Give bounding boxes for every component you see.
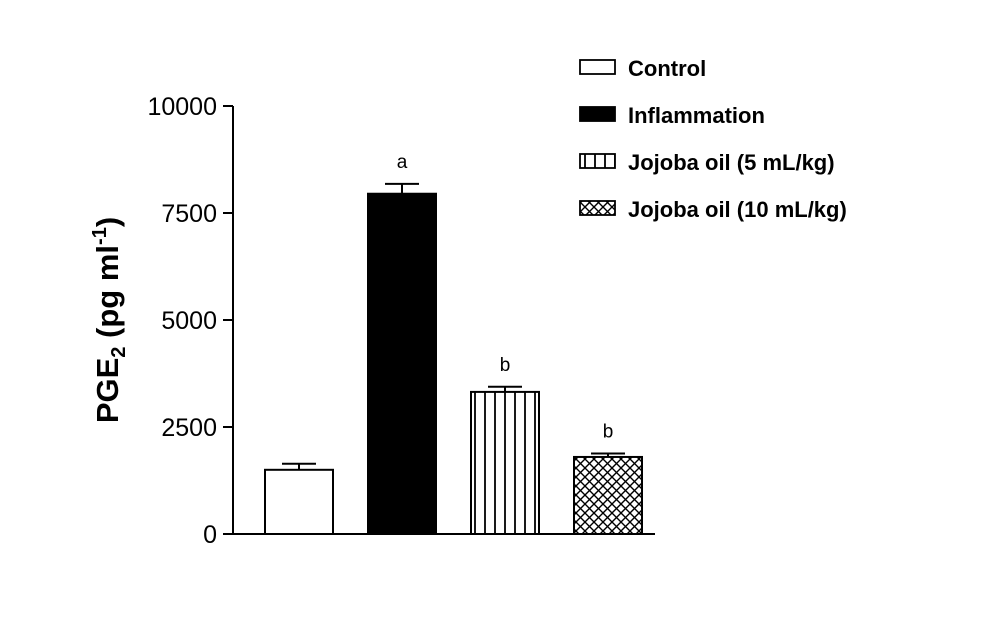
legend-label-0: Control bbox=[628, 56, 706, 81]
legend-swatch-0 bbox=[579, 59, 616, 75]
legend-label-1: Inflammation bbox=[628, 103, 765, 128]
legend-swatch-1 bbox=[579, 106, 616, 122]
bar-2 bbox=[470, 390, 540, 535]
y-tick-label: 2500 bbox=[161, 414, 217, 442]
y-axis-title-subscript: 2 bbox=[108, 347, 130, 358]
legend-swatch-2 bbox=[579, 153, 616, 169]
significance-label-1: a bbox=[397, 152, 408, 173]
y-tick-label: 7500 bbox=[161, 200, 217, 228]
significance-labels: a b b bbox=[397, 152, 614, 443]
bar-1 bbox=[367, 192, 437, 536]
legend-label-3: Jojoba oil (10 mL/kg) bbox=[628, 197, 847, 222]
y-axis-title-main: PGE bbox=[90, 358, 125, 423]
y-axis-title-superscript: -1 bbox=[89, 227, 111, 245]
bars bbox=[264, 182, 643, 536]
y-tick-label: 5000 bbox=[161, 307, 217, 335]
y-tick-label: 0 bbox=[203, 521, 217, 549]
y-tick-label: 10000 bbox=[147, 93, 217, 121]
y-axis-ticks: 0 2500 5000 7500 10000 bbox=[147, 93, 233, 549]
y-axis-title: PGE2 (pg ml-1) bbox=[89, 217, 130, 423]
bar-3 bbox=[573, 455, 643, 535]
y-axis-title-close: ) bbox=[90, 217, 125, 227]
significance-label-3: b bbox=[603, 422, 614, 443]
y-axis: 0 2500 5000 7500 10000 bbox=[147, 93, 234, 549]
bar-0 bbox=[264, 468, 334, 535]
y-axis-title-units: (pg ml bbox=[90, 245, 125, 347]
legend-swatch-3 bbox=[579, 200, 616, 216]
legend: Control Inflammation Jojoba oil (5 mL/kg) J… bbox=[579, 56, 847, 222]
significance-label-2: b bbox=[500, 355, 511, 376]
legend-label-2: Jojoba oil (5 mL/kg) bbox=[628, 150, 835, 175]
